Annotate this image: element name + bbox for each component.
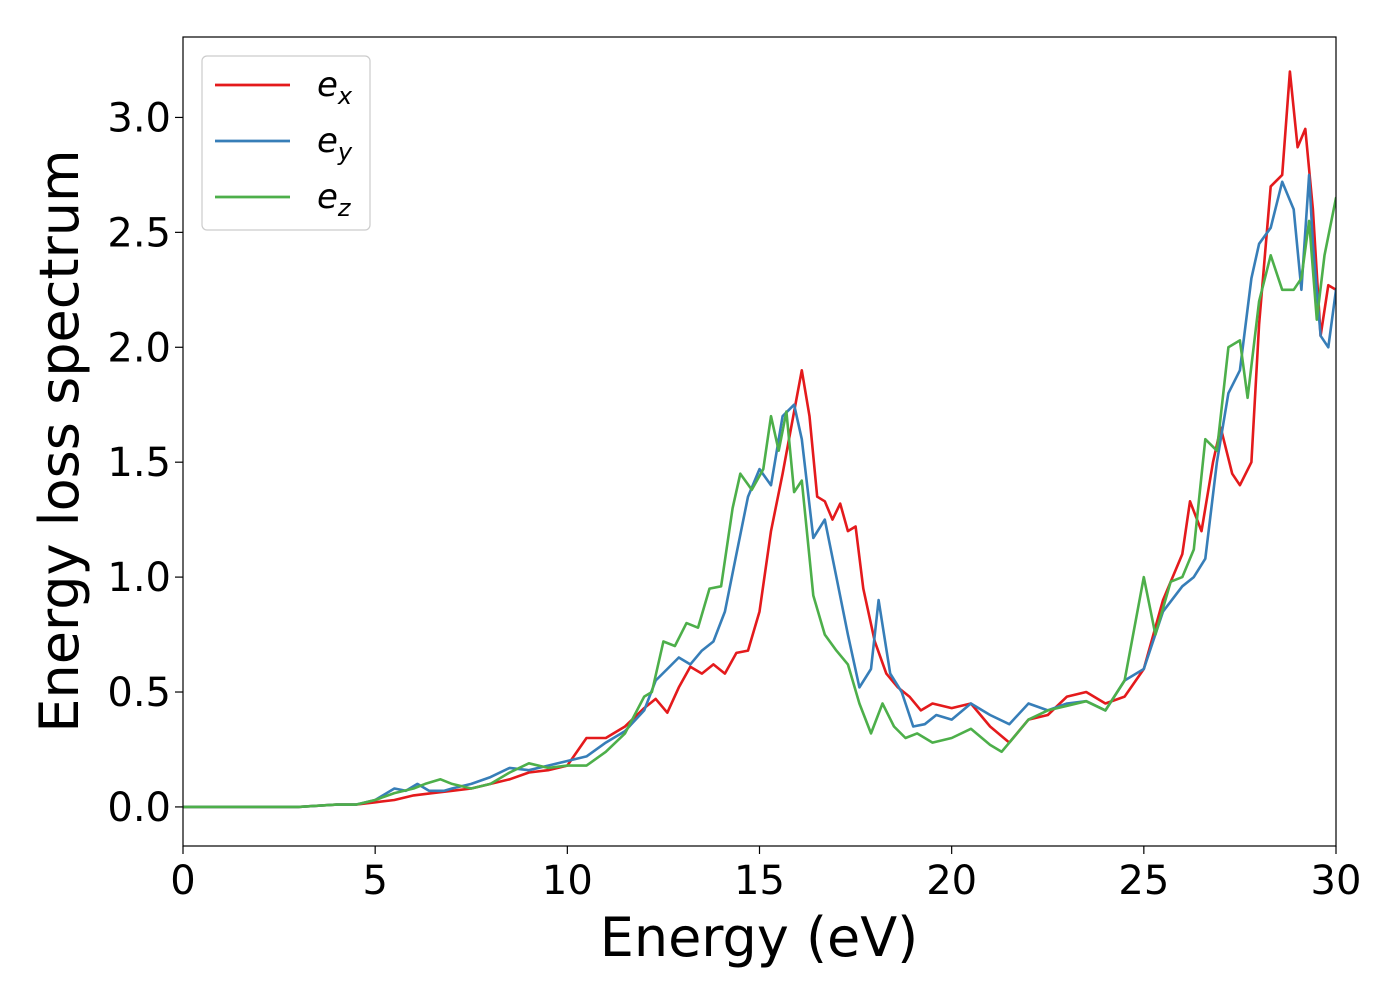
legend-label-base: e xyxy=(317,121,338,161)
legend-label-subscript: x xyxy=(337,82,353,110)
legend-box xyxy=(201,55,371,231)
y-axis-label: Energy loss spectrum xyxy=(28,149,91,732)
x-tick-label: 20 xyxy=(926,858,977,904)
legend-label-subscript: y xyxy=(337,138,353,166)
x-tick-label: 0 xyxy=(170,858,195,904)
y-tick-label: 1.5 xyxy=(107,440,171,486)
x-axis-label: Energy (eV) xyxy=(600,906,919,969)
legend-label: ey xyxy=(317,121,353,166)
y-tick-label: 2.5 xyxy=(107,210,171,256)
y-tick-label: 3.0 xyxy=(107,95,171,141)
y-tick-label: 1.0 xyxy=(107,555,171,601)
y-tick-label: 0.0 xyxy=(107,785,171,831)
series-layer xyxy=(183,70,1336,809)
x-tick-label: 5 xyxy=(362,858,387,904)
legend-label-base: e xyxy=(317,177,338,217)
series-line-e-z xyxy=(183,196,1336,809)
y-axis: 0.0 0.5 1.0 1.5 2.0 2.5 3.0 xyxy=(107,95,183,831)
series-line-e-y xyxy=(183,173,1336,809)
x-tick-label: 15 xyxy=(734,858,785,904)
legend-label: ez xyxy=(317,177,352,222)
y-tick-label: 2.0 xyxy=(107,325,171,371)
legend-label-base: e xyxy=(317,65,338,105)
y-tick-label: 0.5 xyxy=(107,670,171,716)
legend-label-subscript: z xyxy=(337,194,352,222)
x-tick-label: 10 xyxy=(542,858,593,904)
x-tick-label: 25 xyxy=(1118,858,1169,904)
x-tick-label: 30 xyxy=(1311,858,1362,904)
x-axis: 0 5 10 15 20 25 30 xyxy=(170,846,1361,904)
legend-label: ex xyxy=(317,65,353,110)
